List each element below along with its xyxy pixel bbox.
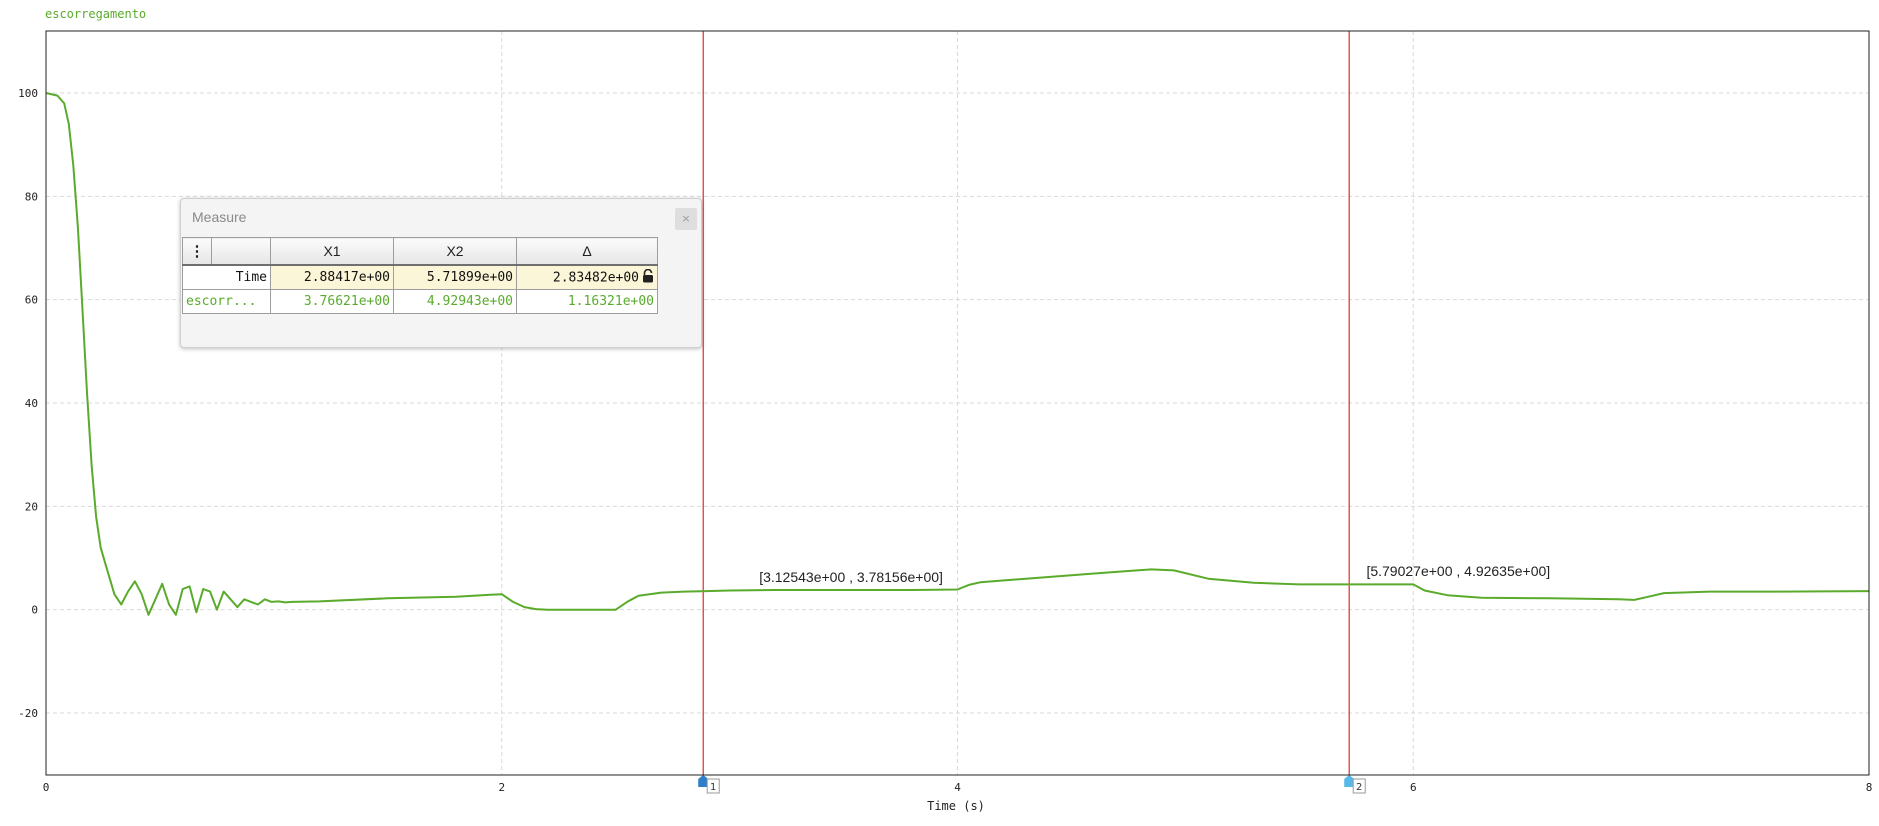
row-x1: 3.76621e+00 (270, 289, 394, 314)
lock-icon[interactable] (642, 268, 654, 287)
y-tick-label: 40 (25, 397, 38, 410)
x-tick-label: 4 (954, 781, 961, 794)
cursor-readout: [3.12543e+00 , 3.78156e+00] (759, 569, 943, 585)
table-row: escorr... 3.76621e+00 4.92943e+00 1.1632… (182, 289, 658, 314)
header-delta: Δ (516, 237, 658, 266)
series-layer (45, 92, 1870, 616)
y-tick-label: 80 (25, 190, 38, 203)
row-x2: 5.71899e+00 (393, 264, 517, 290)
axes: 0 2 4 6 8 -20 0 20 40 60 80 100 (18, 30, 1873, 794)
cursor-marker-box (706, 778, 720, 794)
y-tick-label: 60 (25, 294, 38, 307)
row-x2: 4.92943e+00 (393, 289, 517, 314)
row-delta: 1.16321e+00 (516, 289, 658, 314)
y-tick-label: -20 (18, 707, 38, 720)
table-row: Time 2.88417e+00 5.71899e+00 2.83482e+00 (182, 264, 658, 290)
close-icon[interactable]: × (675, 208, 697, 230)
row-x1: 2.88417e+00 (270, 264, 394, 290)
grid (46, 31, 1869, 775)
row-delta-cell: 2.83482e+00 (516, 264, 658, 290)
x-tick-label: 0 (43, 781, 50, 794)
x-tick-label: 2 (498, 781, 505, 794)
row-name: Time (182, 264, 271, 290)
cursor-marker-box (1352, 778, 1366, 794)
y-tick-label: 0 (31, 604, 38, 617)
y-tick-label: 100 (18, 87, 38, 100)
cursor-handle-icon[interactable] (1344, 775, 1355, 787)
measure-menu-icon[interactable]: ⋮ (182, 237, 212, 266)
cursor-readout: [5.79027e+00 , 4.92635e+00] (1366, 563, 1550, 579)
measure-title: Measure (192, 209, 247, 225)
x-axis-label: Time (s) (927, 799, 985, 813)
x-tick-label: 8 (1866, 781, 1873, 794)
measure-panel[interactable]: Measure × ⋮ X1 X2 Δ Time 2.88417e+00 5.7… (180, 198, 702, 348)
x-tick-label: 6 (1410, 781, 1417, 794)
header-name-cell (211, 237, 271, 266)
cursor-handle-icon[interactable] (698, 775, 709, 787)
row-name: escorr... (182, 289, 271, 314)
header-x2: X2 (393, 237, 517, 266)
cursor-marker-label: 2 (1356, 782, 1362, 793)
series-line (45, 92, 1870, 616)
y-tick-label: 20 (25, 500, 38, 513)
cursor-marker-label: 1 (710, 782, 716, 793)
header-x1: X1 (270, 237, 394, 266)
measure-table: ⋮ X1 X2 Δ Time 2.88417e+00 5.71899e+00 2… (182, 237, 658, 314)
plot-frame (45, 30, 1870, 776)
row-delta: 2.83482e+00 (552, 270, 639, 285)
chart-title: escorregamento (45, 7, 146, 21)
annotations: [3.12543e+00 , 3.78156e+00] [5.79027e+00 … (759, 563, 1550, 585)
